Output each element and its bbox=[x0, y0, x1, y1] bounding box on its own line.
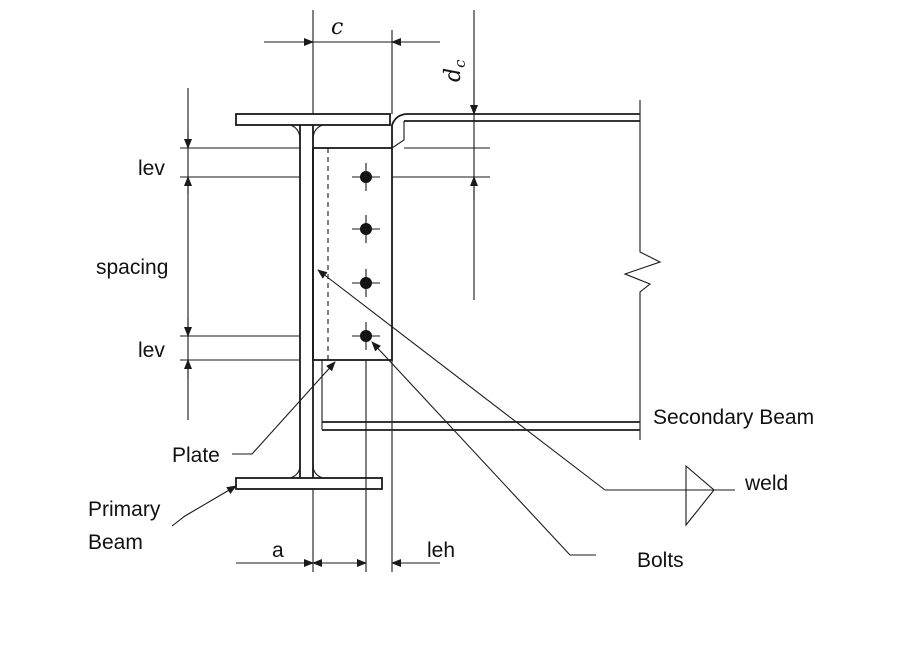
label-dc: dc bbox=[441, 59, 469, 82]
fin-plate bbox=[312, 147, 393, 361]
dimension-a-leh bbox=[236, 360, 440, 572]
label-bolts: Bolts bbox=[637, 549, 684, 572]
label-lev-top: lev bbox=[138, 157, 165, 180]
bolt-2 bbox=[352, 215, 380, 243]
label-primary-line1: Primary bbox=[88, 498, 161, 521]
label-leh: leh bbox=[427, 539, 455, 562]
label-weld: weld bbox=[744, 472, 788, 495]
bolt-group bbox=[352, 163, 380, 350]
label-lev-bottom: lev bbox=[138, 339, 165, 362]
label-spacing: spacing bbox=[96, 256, 168, 279]
bolt-3 bbox=[352, 269, 380, 297]
label-primary-line2: Beam bbox=[88, 531, 143, 554]
vertical-dimension bbox=[180, 88, 300, 420]
label-plate: Plate bbox=[172, 444, 220, 467]
dimension-c bbox=[264, 10, 440, 114]
label-secondary-beam: Secondary Beam bbox=[653, 406, 814, 429]
primary-top-flange bbox=[235, 113, 391, 126]
bolt-1 bbox=[352, 163, 380, 191]
plate-outline bbox=[312, 147, 393, 361]
leaders bbox=[171, 269, 735, 556]
secondary-beam bbox=[321, 100, 662, 440]
dimension-dc bbox=[392, 10, 490, 300]
bolt-4 bbox=[352, 322, 380, 350]
label-a: a bbox=[272, 539, 284, 562]
primary-bottom-flange bbox=[235, 477, 383, 490]
label-c: c bbox=[331, 15, 343, 40]
